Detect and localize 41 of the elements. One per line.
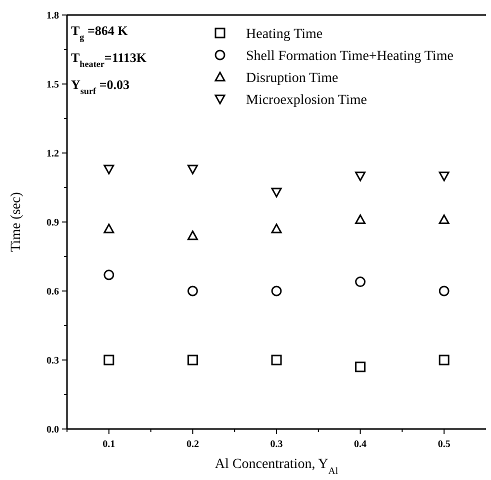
legend-label: Disruption Time: [246, 71, 338, 86]
y-tick-label: 0.6: [46, 286, 59, 298]
legend-label: Microexplosion Time: [246, 93, 367, 108]
point: [355, 276, 366, 288]
point: [104, 270, 114, 280]
y-tick-label: 0.3: [46, 356, 59, 366]
text: 0.0: [46, 424, 59, 436]
x-tick-label: 0.1: [102, 439, 116, 450]
point: [104, 354, 114, 366]
x-axis-title: Al Concentration, Y$_{Al}$: [214, 457, 338, 476]
point: [271, 354, 282, 366]
point: [187, 164, 198, 174]
point: [104, 224, 114, 234]
x-tick-label: 0.2: [186, 439, 199, 450]
point: [438, 172, 450, 182]
y-tick-label: 1.5: [46, 80, 59, 90]
point: [271, 224, 282, 234]
point: [438, 214, 450, 224]
point: [438, 286, 450, 296]
point: [187, 230, 198, 240]
point: [271, 286, 282, 296]
annotation: T$_{g}$ =864 K: [71, 23, 129, 42]
point: [355, 214, 366, 224]
point: [104, 164, 114, 174]
point: [438, 354, 450, 366]
x-tick-label: 0.5: [438, 439, 450, 450]
annotation: T$_{heater}$=1113K: [71, 50, 148, 69]
point: [187, 286, 198, 296]
y-tick-label: 0.9: [46, 218, 59, 228]
x-tick-label: 0.4: [354, 439, 367, 450]
y-axis-title: Time (sec): [9, 192, 24, 252]
point: [355, 172, 366, 182]
point: [271, 188, 282, 198]
point: [355, 362, 366, 372]
legend-label: Shell Formation Time+Heating Time: [246, 49, 454, 64]
x-tick-label: 0.3: [270, 439, 283, 450]
annotation: Y$_{surf}$ =0.03: [71, 77, 130, 96]
y-tick-label: 1.8: [46, 10, 59, 22]
y-tick-label: 1.2: [46, 148, 59, 160]
legend-label: Heating Time: [246, 27, 323, 42]
point: [187, 354, 198, 366]
